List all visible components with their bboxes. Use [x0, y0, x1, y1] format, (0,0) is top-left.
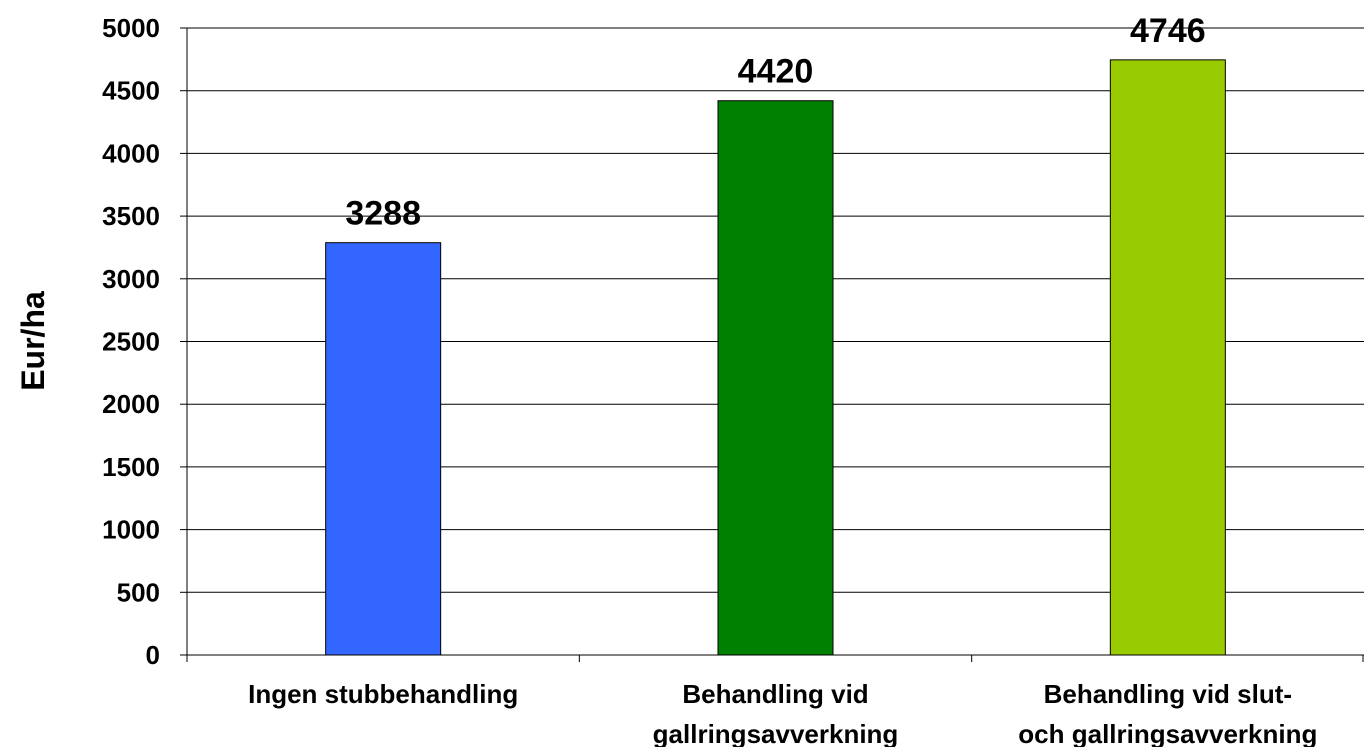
y-tick-label: 3000: [102, 264, 160, 294]
data-label: 4746: [1130, 12, 1206, 50]
y-tick-label: 3500: [102, 201, 160, 231]
bar: [717, 100, 834, 656]
bars: [325, 59, 1226, 656]
x-category-label: Behandling vid: [682, 679, 868, 709]
y-axis-ticks: 0 500 1000 1500 2000 2500 3000 3500 4000 4500 5000: [102, 13, 187, 670]
category-labels: Ingen stubbehandling Behandling vid gallri…: [248, 679, 1317, 747]
x-category-label: gallringsavverkning: [653, 719, 899, 747]
bar: [1109, 59, 1226, 656]
y-axis-title: Eur/ha: [15, 291, 51, 391]
y-tick-label: 4000: [102, 138, 160, 168]
y-tick-label: 2000: [102, 389, 160, 419]
y-tick-label: 1000: [102, 515, 160, 545]
bar: [325, 242, 442, 656]
x-category-label: Ingen stubbehandling: [248, 679, 518, 709]
y-tick-label: 500: [117, 577, 160, 607]
y-tick-label: 5000: [102, 13, 160, 43]
axes: [186, 28, 1364, 662]
x-category-label: och gallringsavverkning: [1018, 719, 1317, 747]
y-tick-label: 0: [146, 640, 160, 670]
y-tick-label: 2500: [102, 327, 160, 357]
data-label: 3288: [345, 195, 421, 233]
y-tick-label: 4500: [102, 76, 160, 106]
x-category-label: Behandling vid slut-: [1044, 679, 1292, 709]
data-label: 4420: [738, 53, 814, 91]
data-labels: 3288 4420 4746: [345, 12, 1205, 233]
y-tick-label: 1500: [102, 452, 160, 482]
